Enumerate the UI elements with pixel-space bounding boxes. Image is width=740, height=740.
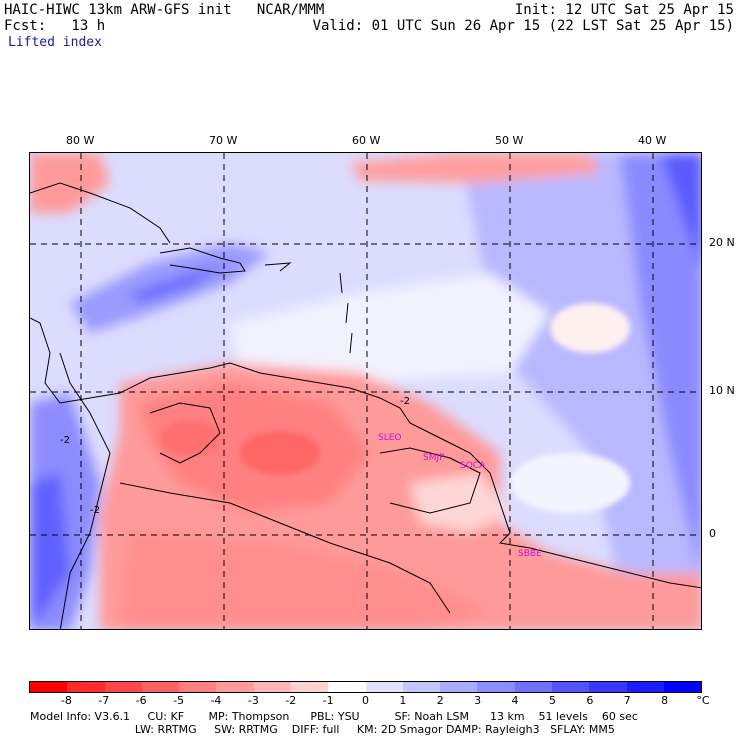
init-time: Init: 12 UTC Sat 25 Apr 15 [514, 2, 734, 18]
color-bar-swatch [365, 682, 403, 692]
color-bar-tick-label: -1 [322, 694, 334, 707]
valid-time: Valid: 01 UTC Sun 26 Apr 15 (22 LST Sat … [312, 18, 734, 34]
lon-label-60w: 60 W [352, 134, 381, 147]
lat-label-0: 0 [709, 527, 716, 540]
color-bar-unit: °C [696, 694, 710, 707]
color-bar-tick-label: 6 [586, 694, 594, 707]
model-info-line2: LW: RRTMG SW: RRTMG DIFF: full KM: 2D Sm… [30, 723, 615, 736]
color-bar-swatch [328, 682, 366, 692]
lifted-index-map: -2 -2 -2 SLEO SMJP SOCA SBBE [29, 152, 702, 630]
color-bar-tick-label: -6 [135, 694, 147, 707]
color-bar-tick-label: -4 [210, 694, 222, 707]
forecast-hour: Fcst: 13 h [4, 18, 106, 34]
lon-label-70w: 70 W [209, 134, 238, 147]
coastlines [30, 182, 701, 629]
station-sleo: SLEO [378, 433, 402, 443]
station-smjp: SMJP [423, 453, 445, 463]
lat-label-20n: 20 N [709, 236, 735, 249]
contour-label: -2 [400, 396, 410, 407]
contour-label: -2 [60, 435, 70, 446]
color-bar [29, 681, 702, 693]
station-soca: SOCA [460, 461, 486, 471]
color-bar-tick-label: 5 [548, 694, 556, 707]
map-canvas: -2 -2 -2 [30, 153, 701, 629]
color-bar-tick-label: 7 [623, 694, 631, 707]
field-name: Lifted index [8, 35, 102, 50]
color-bar-swatch [216, 682, 254, 692]
color-bar-tick-label: 3 [474, 694, 482, 707]
color-bar-tick-label: 8 [661, 694, 669, 707]
lon-label-40w: 40 W [638, 134, 667, 147]
lon-label-50w: 50 W [495, 134, 524, 147]
color-bar-tick-label: -3 [247, 694, 259, 707]
field-shading [30, 153, 701, 629]
color-bar-tick-label: -8 [60, 694, 72, 707]
color-bar-tick-label: 0 [362, 694, 369, 707]
color-bar-swatch [67, 682, 105, 692]
color-bar-swatch [477, 682, 515, 692]
color-bar-swatch [104, 682, 142, 692]
model-title: HAIC-HIWC 13km ARW-GFS init NCAR/MMM [4, 2, 325, 18]
color-bar-tick-label: 1 [399, 694, 407, 707]
color-bar-swatch [589, 682, 627, 692]
station-sbbe: SBBE [518, 549, 542, 559]
color-bar-tick-label: -2 [285, 694, 297, 707]
color-bar-swatch [514, 682, 552, 692]
color-bar-swatch [141, 682, 180, 692]
color-bar-tick-label: -7 [98, 694, 110, 707]
color-bar-swatch [179, 682, 217, 692]
color-bar-swatch [290, 682, 329, 692]
model-info-line1: Model Info: V3.6.1 CU: KF MP: Thompson P… [30, 710, 638, 723]
field-details [160, 303, 630, 513]
color-bar-swatch [30, 682, 68, 692]
color-bar-swatch [253, 682, 291, 692]
color-bar-swatch [663, 682, 702, 692]
color-bar-swatch [551, 682, 590, 692]
color-bar-swatch [402, 682, 441, 692]
color-bar-tick-label: -5 [173, 694, 185, 707]
lon-label-80w: 80 W [66, 134, 95, 147]
color-bar-swatch [440, 682, 478, 692]
color-bar-tick-label: 4 [511, 694, 519, 707]
lat-label-10n: 10 N [709, 384, 735, 397]
color-bar-swatch [626, 682, 664, 692]
contour-label: -2 [90, 505, 100, 516]
color-bar-tick-label: 2 [436, 694, 444, 707]
